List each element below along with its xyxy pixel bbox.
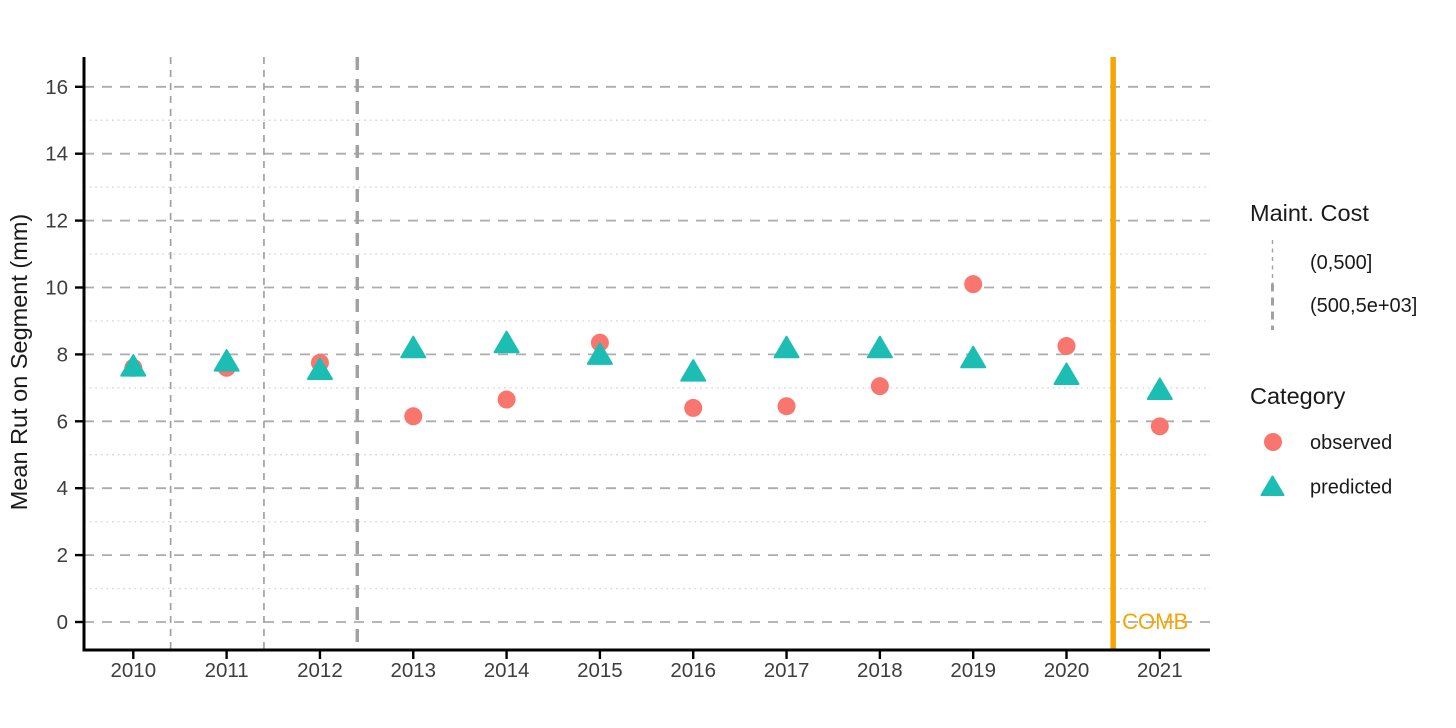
point-predicted-2015 xyxy=(586,342,613,365)
x-tick-label: 2018 xyxy=(857,659,903,682)
y-axis-title: Mean Rut on Segment (mm) xyxy=(6,214,32,510)
point-predicted-2016 xyxy=(680,359,707,382)
point-predicted-2018 xyxy=(866,335,893,359)
y-tick-label: 2 xyxy=(57,544,68,567)
point-observed-2021 xyxy=(1150,417,1169,436)
point-predicted-2011 xyxy=(213,349,240,372)
x-tick-label: 2017 xyxy=(764,659,810,682)
point-observed-2020 xyxy=(1057,337,1076,356)
point-predicted-2014 xyxy=(493,330,520,354)
legend-label-maint-cost: (500,5e+03] xyxy=(1310,295,1417,317)
legend-title-maint-cost: Maint. Cost xyxy=(1250,200,1369,226)
y-tick-label: 8 xyxy=(57,343,68,366)
point-observed-2016 xyxy=(684,398,703,417)
legend-title-category: Category xyxy=(1250,383,1346,409)
legend-label-maint-cost: (0,500] xyxy=(1310,252,1372,274)
point-observed-2019 xyxy=(964,275,983,294)
x-tick-label: 2014 xyxy=(484,659,530,682)
x-tick-label: 2019 xyxy=(950,659,996,682)
x-tick-label: 2015 xyxy=(577,659,623,682)
y-tick-label: 10 xyxy=(45,277,68,300)
x-tick-label: 2021 xyxy=(1137,659,1183,682)
legend-key-observed-circle xyxy=(1264,433,1282,451)
point-predicted-2013 xyxy=(400,335,427,359)
point-predicted-2017 xyxy=(773,335,800,359)
point-observed-2018 xyxy=(870,377,889,396)
legend-label-category: observed xyxy=(1310,432,1392,454)
point-observed-2014 xyxy=(497,390,516,409)
y-tick-label: 6 xyxy=(57,410,68,433)
y-tick-label: 14 xyxy=(45,143,68,166)
x-tick-label: 2020 xyxy=(1044,659,1090,682)
x-tick-label: 2010 xyxy=(110,659,156,682)
event-line-label: COMB xyxy=(1122,609,1188,634)
point-predicted-2019 xyxy=(960,345,987,369)
point-predicted-2021 xyxy=(1146,377,1173,401)
x-tick-label: 2016 xyxy=(670,659,716,682)
y-tick-label: 4 xyxy=(57,477,68,500)
point-predicted-2010 xyxy=(120,354,147,377)
legend-label-category: predicted xyxy=(1310,477,1392,499)
x-tick-label: 2011 xyxy=(205,659,249,682)
y-tick-label: 12 xyxy=(45,210,68,233)
x-tick-label: 2013 xyxy=(390,659,436,682)
y-tick-label: 16 xyxy=(45,76,68,99)
y-tick-label: 0 xyxy=(57,611,68,634)
point-predicted-2012 xyxy=(306,357,333,380)
point-predicted-2020 xyxy=(1053,362,1080,385)
point-observed-2017 xyxy=(777,397,796,416)
point-observed-2013 xyxy=(404,407,423,426)
x-tick-label: 2012 xyxy=(297,659,343,682)
legend-key-predicted-triangle xyxy=(1260,475,1285,496)
